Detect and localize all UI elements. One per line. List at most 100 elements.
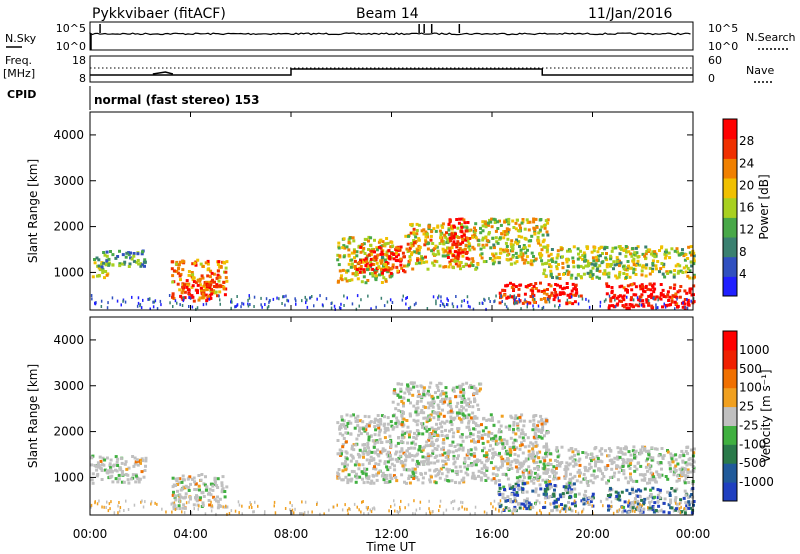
- echo-cell: [489, 418, 493, 422]
- echo-cell: [360, 243, 364, 246]
- echo-cell: [536, 451, 539, 455]
- echo-cell: [676, 474, 680, 478]
- colorbar-segment: [723, 463, 737, 483]
- echo-cell: [509, 281, 512, 285]
- echo-cell: [637, 488, 641, 492]
- echo-cell: [509, 242, 513, 246]
- colorbar-segment: [723, 406, 737, 426]
- echo-cell: [498, 301, 502, 305]
- echo-cell: [406, 398, 410, 402]
- echo-cell: [640, 498, 644, 502]
- echo-cell: [502, 485, 506, 489]
- ground-scatter-cell: [348, 507, 350, 511]
- echo-cell: [426, 389, 430, 393]
- ground-scatter-cell: [266, 306, 269, 310]
- echo-cell: [405, 481, 408, 485]
- echo-cell: [606, 454, 609, 458]
- echo-cell: [460, 409, 464, 413]
- echo-cell: [490, 217, 494, 221]
- echo-cell: [382, 268, 386, 272]
- echo-cell: [638, 284, 642, 288]
- echo-cell: [493, 221, 497, 224]
- echo-cell: [501, 496, 505, 500]
- echo-cell: [212, 495, 216, 499]
- echo-cell: [505, 245, 509, 248]
- echo-cell: [521, 218, 525, 221]
- echo-cell: [683, 302, 687, 306]
- echo-cell: [653, 250, 657, 254]
- echo-cell: [642, 304, 646, 308]
- echo-cell: [532, 481, 536, 485]
- echo-cell: [648, 481, 652, 485]
- echo-cell: [467, 421, 471, 425]
- echo-cell: [353, 265, 357, 268]
- beam-label: Beam 14: [356, 6, 419, 22]
- echo-cell: [447, 479, 451, 483]
- echo-cell: [178, 493, 182, 497]
- ground-scatter-cell: [513, 296, 515, 300]
- echo-cell: [456, 413, 459, 417]
- echo-cell: [96, 472, 100, 476]
- echo-cell: [407, 477, 411, 480]
- echo-cell: [626, 289, 629, 292]
- echo-cell: [417, 448, 421, 452]
- echo-cell: [108, 462, 112, 466]
- echo-cell: [384, 429, 388, 432]
- echo-cell: [467, 405, 471, 408]
- echo-cell: [345, 457, 349, 461]
- echo-cell: [419, 472, 423, 476]
- echo-cell: [676, 462, 680, 466]
- echo-cell: [579, 471, 582, 475]
- echo-cell: [386, 481, 390, 484]
- echo-cell: [515, 256, 519, 259]
- ground-scatter-cell: [680, 505, 682, 509]
- echo-cell: [609, 257, 613, 261]
- nsky-tick-bottom: 10^0: [56, 40, 86, 53]
- echo-cell: [618, 498, 622, 502]
- echo-cell: [567, 448, 571, 452]
- echo-cell: [385, 477, 389, 481]
- echo-cell: [645, 298, 649, 302]
- echo-cell: [362, 455, 365, 459]
- ground-scatter-cell: [198, 504, 200, 508]
- echo-cell: [498, 435, 502, 439]
- echo-cell: [183, 296, 187, 300]
- echo-cell: [139, 461, 142, 465]
- echo-cell: [479, 478, 483, 482]
- echo-cell: [386, 416, 390, 420]
- ground-scatter-cell: [165, 510, 167, 514]
- echo-cell: [509, 436, 513, 440]
- echo-cell: [651, 505, 655, 508]
- echo-cell: [503, 233, 507, 237]
- station-title: Pykkvibaer (fitACF): [92, 6, 226, 22]
- echo-cell: [447, 246, 451, 250]
- echo-cell: [352, 413, 355, 417]
- echo-cell: [422, 389, 426, 393]
- echo-cell: [399, 439, 403, 443]
- echo-cell: [522, 473, 525, 477]
- echo-cell: [118, 264, 122, 268]
- echo-cell: [643, 487, 647, 491]
- echo-cell: [651, 269, 654, 273]
- echo-cell: [590, 262, 594, 266]
- echo-cell: [415, 423, 419, 427]
- echo-cell: [459, 443, 463, 447]
- echo-cell: [570, 289, 574, 293]
- echo-cell: [543, 262, 547, 266]
- echo-cell: [344, 450, 348, 454]
- echo-cell: [192, 280, 196, 284]
- echo-cell: [505, 249, 509, 253]
- echo-cell: [454, 449, 458, 453]
- ground-scatter-cell: [651, 500, 653, 504]
- echo-cell: [364, 472, 368, 476]
- echo-cell: [432, 429, 435, 433]
- echo-cell: [684, 461, 688, 465]
- echo-cell: [588, 457, 592, 460]
- echo-cell: [462, 480, 466, 484]
- echo-cell: [221, 475, 225, 479]
- echo-cell: [379, 450, 383, 454]
- echo-cell: [543, 268, 547, 272]
- power-ylabel: Slant Range [km]: [26, 159, 40, 263]
- ground-scatter-cell: [235, 305, 237, 308]
- echo-cell: [104, 270, 108, 273]
